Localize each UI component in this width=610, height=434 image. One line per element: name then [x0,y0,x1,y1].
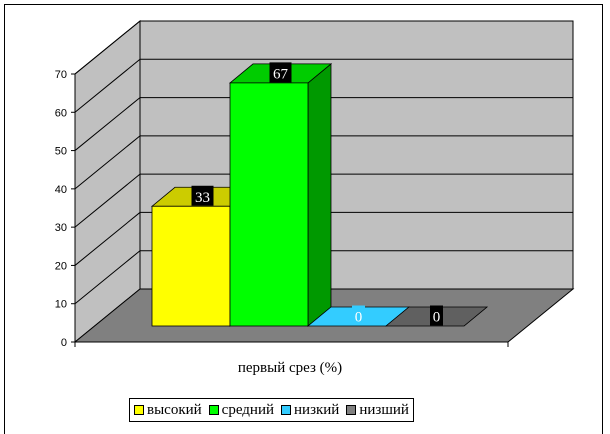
legend-label: низкий [294,401,340,418]
data-label-text: 33 [195,190,210,206]
data-label-bg [191,185,214,206]
y-tick-label: 40 [55,184,67,196]
data-labels: 33 67 0 0 [191,62,443,326]
y-tick-label: 60 [55,107,67,119]
data-label-2: 67 [269,62,292,83]
gridlines [74,20,573,305]
y-tick-label: 70 [55,69,67,81]
data-label-bg [269,62,292,83]
bar-side [307,63,332,327]
data-label-1: 33 [191,185,214,206]
legend-item: средний [208,401,275,419]
data-label-3: 0 [352,305,365,326]
data-label-text: 67 [273,66,289,82]
y-axis: 0 10 20 30 40 50 60 70 [55,69,509,349]
y-tick-label: 50 [55,146,67,158]
y-tick-label: 30 [55,222,67,234]
legend-item: низкий [281,402,339,419]
data-label-4: 0 [430,305,443,326]
bar-front [229,82,309,327]
bar-2 [228,63,333,327]
bar-front [151,205,231,327]
legend-label: высокий [147,401,202,418]
legend-item: высокий [134,402,202,419]
gridline [74,135,573,190]
gridline [74,97,573,151]
legend-label: средний [221,401,275,418]
data-label-bg [430,305,443,326]
data-label-text: 0 [433,310,441,326]
legend-swatch [134,405,144,415]
gridline [74,211,573,266]
gridline [74,58,573,113]
legend: высокий средний низкий низший [129,398,414,422]
bar-chart-3d: 0 10 20 30 40 50 60 70 33 67 0 0 первый срез (%) [55,19,575,376]
gridline [74,20,573,75]
legend-item: низший [346,402,409,419]
x-axis-label: первый срез (%) [238,360,342,376]
gridline [74,173,573,228]
legend-swatch [346,405,357,415]
y-tick-label: 10 [55,299,67,311]
data-label-text: 0 [355,310,363,326]
gridline [74,250,573,305]
legend-label: низший [359,401,409,418]
y-tick-label: 20 [55,260,67,272]
legend-swatch [208,405,219,415]
y-tick-label: 0 [61,337,67,349]
data-label-bg [352,305,365,326]
legend-swatch [281,405,292,415]
